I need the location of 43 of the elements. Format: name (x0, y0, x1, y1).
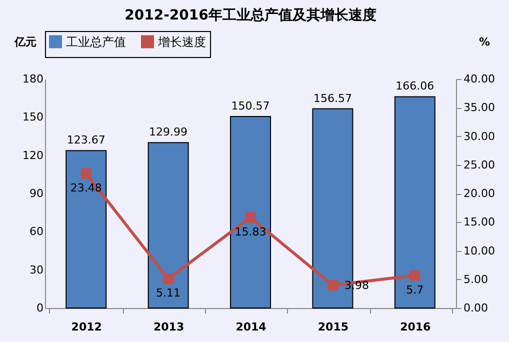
y2-tick-label: 5.00 (464, 272, 488, 286)
legend-label: 工业总产值 (66, 34, 126, 49)
bar (66, 150, 107, 308)
y2-axis-title: % (478, 36, 490, 48)
bar (148, 142, 189, 308)
point (410, 270, 420, 281)
x-tick-label: 2014 (236, 320, 267, 334)
x-tick-label: 2012 (71, 320, 102, 334)
y-tick-label: 120 (22, 148, 44, 162)
bar (394, 96, 436, 308)
y2-tick-label: 35.00 (464, 101, 495, 114)
y-tick-label: 0 (36, 302, 44, 314)
y-tick-label: 90 (30, 187, 44, 200)
y2-tick-label: 20.00 (464, 187, 495, 200)
data-label: 150.57 (231, 99, 270, 112)
data-label: 15.83 (234, 225, 266, 238)
x-tick-label: 2013 (153, 320, 184, 334)
data-label: 156.57 (313, 92, 352, 105)
legend-label: 增长速度 (157, 34, 206, 49)
y2-tick-label: 30.00 (464, 130, 495, 143)
data-label: 123.67 (66, 134, 106, 147)
y-tick-label: 30 (30, 263, 44, 276)
y-tick-label: 60 (30, 225, 44, 238)
y2-tick-label: 40.00 (464, 72, 495, 86)
y2-tick-label: 25.00 (464, 158, 495, 172)
y-axis-title: 亿元 (14, 36, 36, 48)
x-tick-label: 2016 (400, 320, 432, 334)
point (80, 168, 92, 179)
y2-tick-label: 15.00 (464, 216, 495, 229)
point (327, 280, 338, 290)
bar (230, 116, 271, 308)
point (245, 212, 256, 223)
data-label: 129.99 (149, 126, 188, 139)
data-label: 5.11 (156, 286, 181, 300)
y-tick-label: 150 (22, 110, 44, 124)
point (163, 274, 174, 284)
y-tick-label: 180 (22, 72, 44, 86)
y2-tick-label: 0.00 (464, 302, 488, 314)
x-tick-label: 2015 (318, 320, 349, 334)
data-label: 166.06 (396, 80, 434, 93)
data-label: 5.7 (406, 283, 424, 296)
y2-tick-label: 10.00 (464, 244, 495, 258)
chart-title: 2012-2016年工业总产值及其增长速度 (124, 6, 376, 24)
